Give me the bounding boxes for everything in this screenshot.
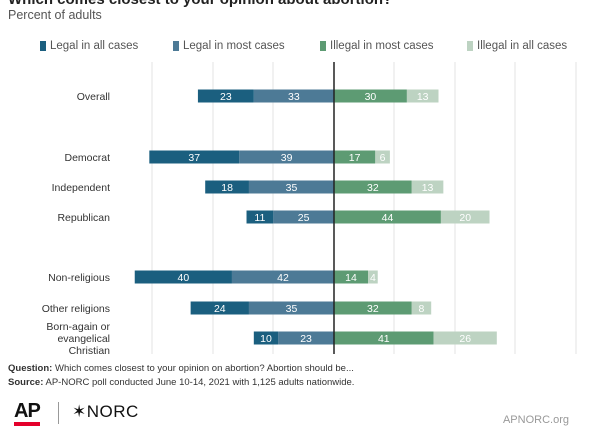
bar-non-religious-legal-all — [134, 270, 232, 284]
bar-independent-legal-most — [248, 180, 334, 194]
value-label-republican-legal-most: 25 — [298, 212, 310, 224]
value-label-democrat-legal-all: 37 — [188, 152, 200, 164]
legend-label-legal-most: Legal in most cases — [183, 40, 285, 52]
value-label-non-religious-illegal-most: 14 — [345, 272, 357, 284]
question-label: Question: — [8, 363, 53, 374]
bar-born-again-christian-legal-most — [278, 331, 334, 345]
bar-overall-legal-most — [253, 89, 334, 103]
value-label-other-religions-illegal-all: 8 — [419, 303, 425, 315]
value-label-democrat-legal-most: 39 — [281, 152, 293, 164]
bar-other-religions-legal-most — [248, 301, 334, 315]
bar-non-religious-illegal-all — [368, 270, 378, 284]
value-label-independent-illegal-all: 13 — [422, 182, 434, 194]
legend-item-illegal-most: Illegal in most cases — [320, 40, 434, 52]
question-text: Which comes closest to your opinion on a… — [54, 363, 354, 374]
bar-born-again-christian-illegal-most — [334, 331, 434, 345]
legend-swatch-illegal-most — [320, 41, 326, 51]
legend-item-legal-all: Legal in all cases — [40, 40, 138, 52]
chart-legend: Legal in all cases Legal in most cases I… — [0, 40, 597, 56]
value-label-democrat-illegal-most: 17 — [349, 152, 361, 164]
footer-question: Question: Which comes closest to your op… — [8, 363, 354, 374]
value-label-non-religious-legal-all: 40 — [177, 272, 189, 284]
bar-independent-legal-all — [205, 180, 249, 194]
value-label-born-again-christian-legal-most: 23 — [300, 333, 312, 345]
legend-swatch-illegal-all — [467, 41, 473, 51]
category-label-other-religions: Other religions — [42, 303, 110, 315]
value-label-other-religions-legal-all: 24 — [214, 303, 226, 315]
bar-republican-illegal-most — [334, 210, 441, 224]
category-label-independent: Independent — [52, 182, 110, 194]
ap-logo-bar — [14, 422, 40, 426]
legend-label-legal-all: Legal in all cases — [50, 40, 139, 52]
legend-label-illegal-most: Illegal in most cases — [330, 40, 434, 52]
bar-republican-illegal-all — [440, 210, 490, 224]
bar-born-again-christian-illegal-all — [433, 331, 497, 345]
site-url: APNORC.org — [502, 414, 569, 426]
bar-republican-legal-all — [246, 210, 274, 224]
bar-overall-illegal-all — [406, 89, 439, 103]
bar-overall-illegal-most — [334, 89, 407, 103]
value-label-overall-illegal-most: 30 — [365, 91, 377, 103]
bar-non-religious-illegal-most — [334, 270, 369, 284]
value-label-independent-legal-all: 18 — [221, 182, 233, 194]
category-label-born-again-christian: Born-again or evangelical Christian — [46, 321, 110, 354]
bar-independent-illegal-most — [334, 180, 412, 194]
bar-democrat-legal-all — [149, 150, 240, 164]
value-label-overall-legal-all: 23 — [220, 91, 232, 103]
value-label-independent-legal-most: 35 — [286, 182, 298, 194]
chart-title: Which comes closest to your opinion abou… — [8, 0, 392, 8]
bar-democrat-illegal-most — [334, 150, 376, 164]
value-label-overall-illegal-all: 13 — [417, 91, 429, 103]
category-label-overall: Overall — [77, 91, 110, 103]
bar-democrat-illegal-all — [375, 150, 390, 164]
bar-other-religions-illegal-all — [411, 301, 432, 315]
bar-overall-legal-all — [197, 89, 254, 103]
bar-republican-legal-most — [273, 210, 334, 224]
value-label-republican-illegal-most: 44 — [382, 212, 394, 224]
bar-other-religions-legal-all — [190, 301, 249, 315]
category-label-non-religious: Non-religious — [48, 272, 110, 284]
value-label-born-again-christian-illegal-all: 26 — [459, 333, 471, 345]
bar-independent-illegal-all — [411, 180, 444, 194]
bar-born-again-christian-legal-all — [253, 331, 279, 345]
value-label-republican-legal-all: 11 — [254, 212, 265, 224]
value-label-non-religious-illegal-all: 4 — [370, 272, 376, 284]
legend-label-illegal-all: Illegal in all cases — [477, 40, 568, 52]
value-label-republican-illegal-all: 20 — [459, 212, 471, 224]
legend-swatch-legal-most — [173, 41, 179, 51]
logo-divider — [58, 402, 59, 424]
value-label-overall-legal-most: 33 — [288, 91, 300, 103]
bar-democrat-legal-most — [239, 150, 334, 164]
value-label-independent-illegal-most: 32 — [367, 182, 379, 194]
chart-subtitle: Percent of adults — [8, 8, 102, 22]
footer-source: Source: AP-NORC poll conducted June 10-1… — [8, 377, 354, 388]
norc-logo: ✶NORC — [72, 402, 139, 421]
legend-item-illegal-all: Illegal in all cases — [467, 40, 567, 52]
legend-swatch-legal-all — [40, 41, 46, 51]
value-label-democrat-illegal-all: 6 — [380, 152, 386, 164]
source-text: AP-NORC poll conducted June 10-14, 2021 … — [45, 377, 355, 388]
value-label-born-again-christian-legal-all: 10 — [260, 333, 272, 345]
source-label: Source: — [8, 377, 44, 388]
category-label-democrat: Democrat — [64, 152, 110, 164]
category-label-republican: Republican — [57, 212, 110, 224]
value-label-other-religions-illegal-most: 32 — [367, 303, 379, 315]
value-label-other-religions-legal-most: 35 — [286, 303, 298, 315]
legend-item-legal-most: Legal in most cases — [173, 40, 285, 52]
bar-other-religions-illegal-most — [334, 301, 412, 315]
value-label-non-religious-legal-most: 42 — [277, 272, 289, 284]
ap-logo: AP — [14, 400, 41, 422]
bar-non-religious-legal-most — [231, 270, 334, 284]
value-label-born-again-christian-illegal-most: 41 — [378, 333, 390, 345]
diverging-bar-chart: Overall 33 23 30 13 Democrat 39 37 17 6 Independen… — [42, 62, 577, 354]
